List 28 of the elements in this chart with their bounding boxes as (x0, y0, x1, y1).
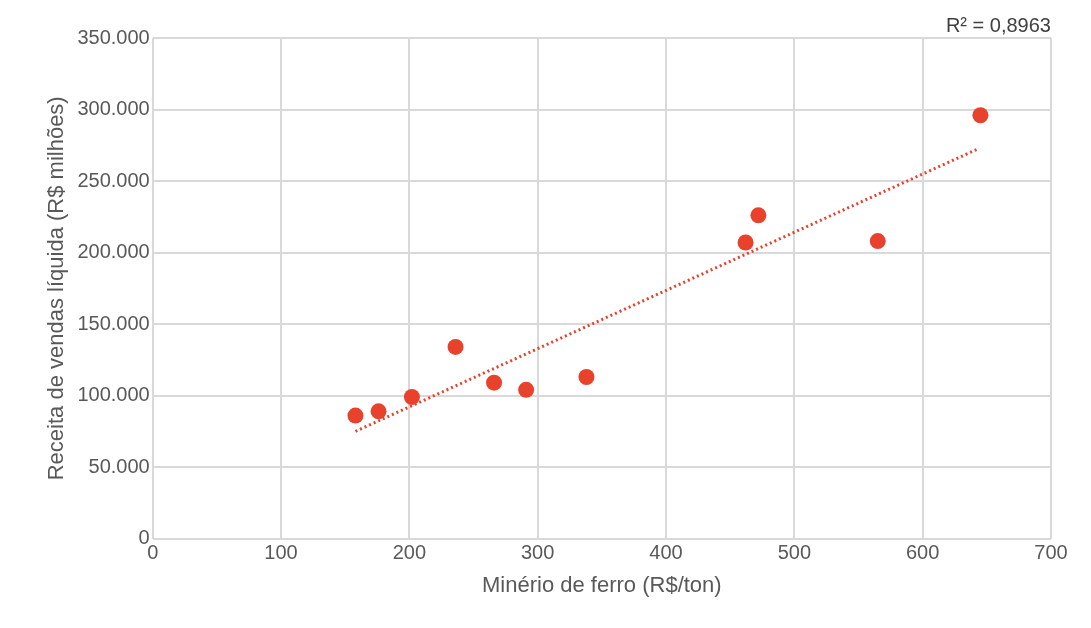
point (447, 338, 464, 355)
point (578, 368, 595, 385)
y-tick-label: 300.000 (77, 97, 150, 120)
point (737, 234, 754, 251)
text: R² = 0,8963 (945, 13, 1051, 36)
x-tick-label: 100 (264, 541, 298, 564)
point (370, 403, 387, 420)
point (486, 374, 503, 391)
x-tick-label: 200 (392, 541, 427, 564)
x-tick-label: 400 (649, 541, 683, 564)
point (403, 389, 420, 405)
point (750, 207, 767, 224)
point (518, 381, 535, 398)
x-tick-label: 500 (777, 541, 812, 564)
y-tick-label: 100.000 (77, 383, 150, 406)
y-tick-label: 200.000 (77, 240, 150, 263)
y-tick-label: 250.000 (77, 168, 150, 191)
point (869, 233, 886, 250)
y-tick-label: 350.000 (77, 25, 150, 48)
point (972, 107, 989, 124)
y-tick-label: 150.000 (77, 311, 150, 334)
y-tick-label: 50.000 (88, 454, 150, 477)
x-tick-label: 600 (905, 541, 940, 564)
y-axis-title: Receita de vendas líquida (R$ milhões) (43, 96, 69, 481)
x-axis-title: Minério de ferro (R$/ton) (482, 571, 722, 597)
x-tick-label: 700 (1034, 541, 1068, 564)
x-tick-label: 300 (521, 541, 555, 564)
point (347, 407, 364, 424)
